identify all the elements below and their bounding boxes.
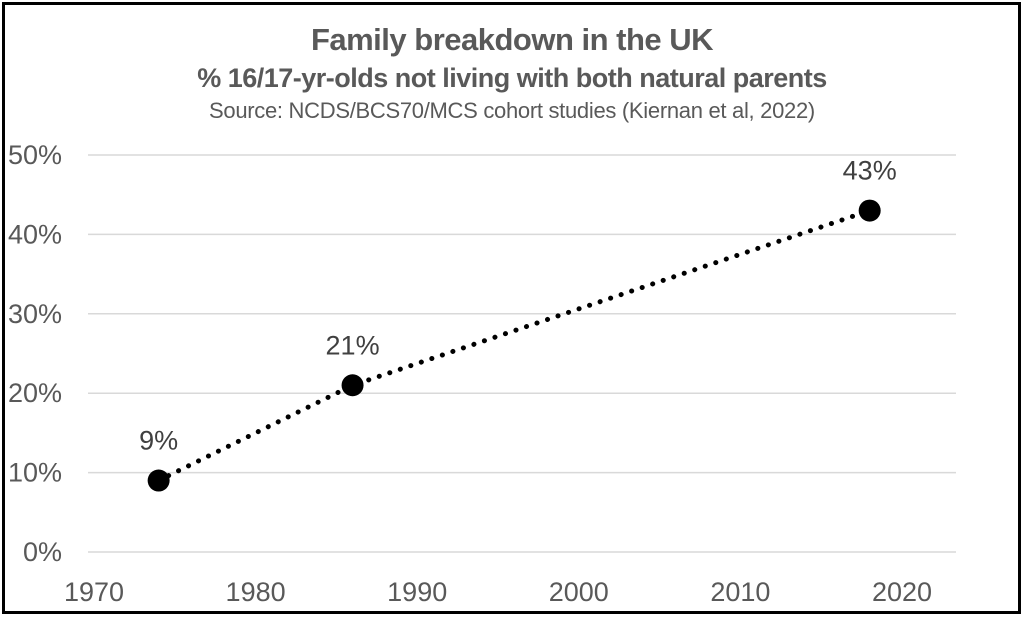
x-axis-tick-label: 1970 (64, 577, 124, 607)
y-axis-tick-label: 0% (23, 537, 62, 567)
data-point-label: 43% (843, 156, 897, 186)
data-point-marker (858, 199, 881, 222)
x-axis-tick-label: 2000 (549, 577, 609, 607)
data-point-label: 21% (326, 330, 380, 360)
data-point-marker (341, 374, 364, 397)
chart-title: Family breakdown in the UK (310, 22, 714, 57)
y-axis-tick-label: 10% (8, 458, 62, 488)
y-axis-tick-label: 40% (8, 219, 62, 249)
data-point-marker (147, 469, 170, 492)
x-axis-tick-label: 1990 (387, 577, 447, 607)
y-axis-tick-label: 30% (8, 299, 62, 329)
x-axis-tick-label: 2010 (710, 577, 770, 607)
data-point-label: 9% (139, 426, 178, 456)
chart-source-note: Source: NCDS/BCS70/MCS cohort studies (K… (209, 98, 815, 123)
chart-subtitle: % 16/17-yr-olds not living with both nat… (197, 63, 827, 93)
y-axis-tick-label: 50% (8, 140, 62, 170)
x-axis-tick-label: 2020 (872, 577, 932, 607)
y-axis-tick-label: 20% (8, 378, 62, 408)
x-axis-tick-label: 1980 (226, 577, 286, 607)
chart-header: Family breakdown in the UK % 16/17-yr-ol… (0, 20, 1024, 126)
dotted-trend-line (156, 208, 873, 483)
